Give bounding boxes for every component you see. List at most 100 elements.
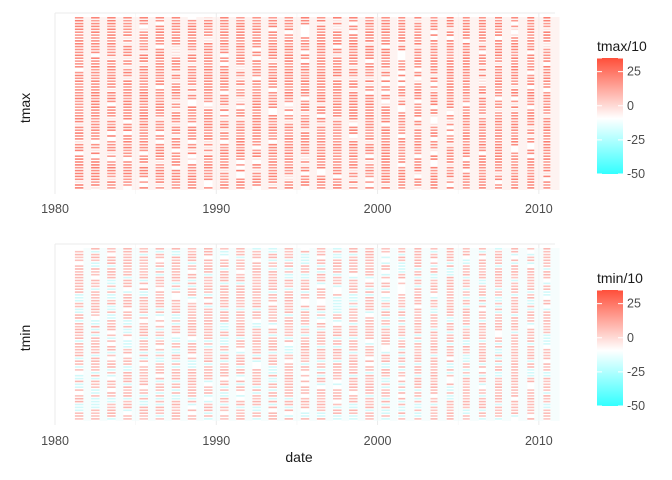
tile <box>171 273 181 276</box>
tile <box>462 34 470 36</box>
tile <box>495 354 502 357</box>
tile <box>398 325 406 328</box>
tile <box>365 89 374 91</box>
tile <box>155 400 165 403</box>
tile <box>284 43 294 45</box>
tile <box>414 146 422 149</box>
tile <box>398 19 406 22</box>
tile <box>381 155 390 157</box>
tile <box>543 380 551 383</box>
tile <box>349 17 358 19</box>
tile <box>220 45 229 48</box>
tile <box>462 271 470 273</box>
tile <box>543 22 551 25</box>
tile <box>365 395 374 397</box>
tile <box>204 372 213 374</box>
tile <box>123 343 132 345</box>
tile <box>446 83 454 85</box>
tile <box>333 348 342 351</box>
tile <box>446 169 454 172</box>
tile <box>123 299 132 302</box>
tile <box>414 271 422 273</box>
tile <box>349 25 358 28</box>
tile <box>543 40 551 42</box>
tile <box>511 181 519 183</box>
tile <box>284 325 294 328</box>
tile <box>123 305 132 308</box>
tile <box>107 25 116 28</box>
tile <box>316 323 326 325</box>
tile <box>430 276 438 279</box>
tile <box>333 80 342 82</box>
tile <box>284 74 294 77</box>
tile <box>462 132 470 134</box>
tile <box>74 389 84 391</box>
tile <box>91 86 100 88</box>
tile <box>414 297 422 299</box>
tile <box>220 181 229 183</box>
tile <box>204 294 213 296</box>
tile <box>478 155 486 157</box>
tile <box>284 175 294 178</box>
tile <box>398 314 406 316</box>
tile <box>107 80 116 82</box>
tile <box>414 383 422 386</box>
tile <box>284 25 294 28</box>
tile <box>220 279 229 282</box>
tile <box>543 343 551 345</box>
tile <box>430 250 438 253</box>
tile <box>414 392 422 394</box>
tile <box>91 166 100 169</box>
tile <box>511 19 519 22</box>
tile <box>284 357 294 360</box>
tile <box>91 31 100 33</box>
tile <box>430 146 438 149</box>
tile <box>543 135 551 137</box>
tile <box>74 369 84 371</box>
tile <box>187 340 197 342</box>
tile <box>155 418 165 420</box>
tile <box>252 386 261 388</box>
tile <box>349 383 358 386</box>
tile <box>462 346 470 348</box>
tile <box>495 106 502 108</box>
tile <box>511 386 519 388</box>
tile <box>204 92 213 94</box>
tile <box>107 291 116 293</box>
tile <box>495 253 502 256</box>
tile <box>155 80 165 82</box>
tile <box>139 366 148 368</box>
tile <box>171 366 181 368</box>
tile <box>91 34 100 36</box>
tile <box>236 132 245 134</box>
tile <box>300 265 310 267</box>
tile <box>171 129 181 131</box>
tile <box>446 19 454 22</box>
tile <box>543 83 551 85</box>
tile <box>462 291 470 293</box>
tile <box>446 389 454 391</box>
tile <box>284 299 294 302</box>
tile <box>543 412 551 414</box>
tile <box>495 43 502 45</box>
tile <box>123 112 132 114</box>
year-column <box>171 17 181 189</box>
tile <box>268 323 277 325</box>
tile <box>187 250 197 253</box>
tile <box>91 40 100 42</box>
tile <box>527 175 535 178</box>
tile <box>365 166 374 169</box>
tile <box>414 57 422 59</box>
tile <box>139 294 148 296</box>
tile <box>204 377 213 380</box>
tile <box>365 369 374 371</box>
tile <box>462 37 470 39</box>
tile <box>478 354 486 357</box>
tile <box>511 120 519 123</box>
tile <box>91 43 100 45</box>
tile <box>268 19 277 22</box>
tile <box>430 175 438 178</box>
tile <box>252 80 261 82</box>
tile <box>123 291 132 293</box>
tile <box>155 268 165 270</box>
